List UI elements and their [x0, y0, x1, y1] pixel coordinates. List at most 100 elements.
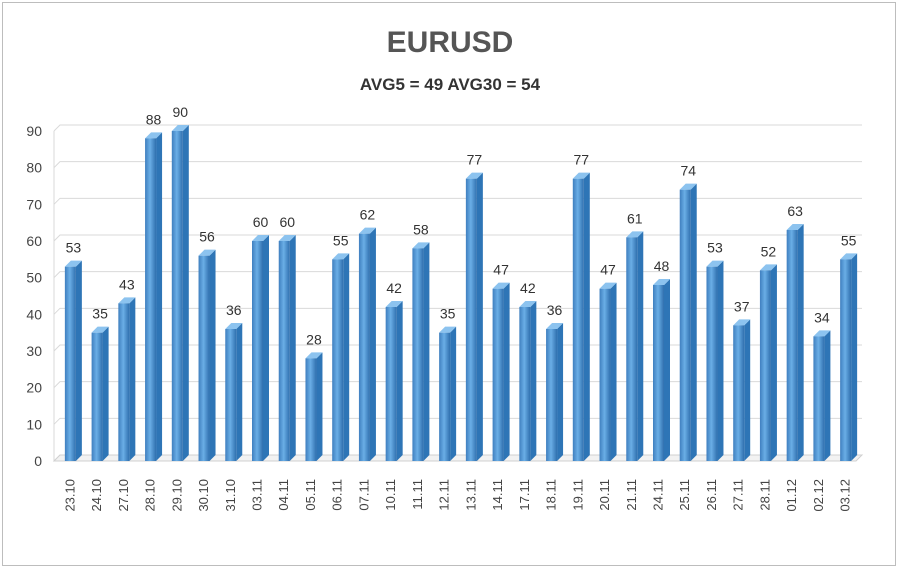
bar [626, 231, 644, 461]
bar-front [733, 325, 745, 461]
bar-front [840, 259, 852, 461]
bar-side [744, 319, 751, 461]
bar-side [423, 242, 430, 461]
x-tick-label: 13.11 [463, 479, 478, 511]
x-tick-label: 27.11 [731, 479, 746, 511]
data-label: 48 [654, 258, 670, 274]
bar-top [492, 282, 510, 289]
data-label: 55 [841, 232, 857, 248]
data-label: 77 [467, 152, 483, 168]
gridlines [53, 124, 862, 462]
bar [599, 282, 617, 461]
bar-side [182, 125, 189, 461]
bar-top [278, 235, 296, 241]
bar-side [824, 330, 831, 461]
y-tick-label: 80 [26, 160, 42, 176]
bar-side [396, 301, 403, 461]
bar-top [840, 253, 858, 260]
data-label: 37 [734, 298, 750, 314]
data-label: 36 [226, 302, 242, 318]
bar-side [637, 231, 644, 461]
y-tick-label: 60 [26, 233, 42, 249]
bar [546, 323, 564, 461]
data-label: 35 [92, 306, 108, 322]
bar-top [412, 242, 430, 249]
bar-front [91, 332, 103, 461]
x-tick-label: 06.11 [330, 479, 345, 511]
x-tick-label: 21.11 [624, 479, 639, 511]
bar [733, 319, 751, 461]
bar-side [476, 172, 483, 461]
bar-side [316, 352, 323, 461]
x-tick-label: 24.10 [89, 479, 104, 512]
data-label: 47 [600, 262, 616, 278]
bar [519, 301, 537, 461]
bar-front [759, 270, 771, 461]
bar [840, 253, 858, 461]
bar-top [332, 253, 350, 260]
bar-side [75, 260, 82, 461]
x-tick-label: 29.10 [169, 479, 184, 512]
bar-side [129, 297, 136, 461]
bar-top [733, 319, 751, 326]
y-tick-label: 40 [26, 306, 42, 322]
bar-side [289, 235, 296, 461]
bar-front [599, 288, 611, 461]
bar-front [305, 358, 317, 461]
data-label: 63 [787, 203, 803, 219]
data-label: 36 [547, 302, 563, 318]
bar-side [610, 282, 617, 461]
data-label: 34 [814, 309, 830, 325]
bar [572, 172, 590, 461]
bar-top [385, 301, 403, 307]
y-tick-label: 30 [26, 343, 42, 359]
bar-front [358, 233, 370, 461]
bar-side [156, 132, 163, 462]
bar [225, 323, 243, 461]
bar-top [813, 330, 831, 337]
x-tick-label: 25.11 [677, 479, 692, 511]
bar-front [252, 241, 263, 461]
y-tick-label: 10 [26, 416, 42, 432]
data-label: 53 [707, 240, 723, 256]
y-tick-label: 50 [26, 270, 42, 286]
bar [706, 260, 724, 461]
gridline [53, 234, 862, 242]
bar-side [557, 323, 564, 461]
gridline [53, 344, 862, 352]
x-tick-label: 07.11 [356, 479, 371, 511]
bar-side [690, 183, 697, 461]
x-tick-label: 24.11 [651, 479, 666, 511]
bar-top [118, 297, 136, 304]
bar-side [717, 260, 724, 461]
bar-top [572, 172, 590, 179]
data-label: 42 [520, 280, 536, 296]
data-label: 88 [146, 111, 162, 127]
y-tick-label: 20 [26, 380, 42, 396]
bar-front [171, 131, 183, 461]
gridline [53, 271, 862, 279]
bar [385, 301, 403, 461]
data-label: 61 [627, 210, 643, 226]
data-label: 28 [306, 331, 322, 347]
x-tick-label: 03.12 [838, 479, 853, 512]
bar-top [305, 352, 323, 359]
bar [492, 282, 510, 461]
gridline [53, 381, 862, 389]
data-label: 62 [360, 207, 376, 223]
x-tick-label: 04.11 [276, 479, 291, 511]
bar-side [236, 323, 243, 461]
data-label: 56 [199, 229, 215, 245]
bar-front [519, 307, 531, 461]
data-label: 47 [493, 262, 509, 278]
bar [412, 242, 430, 461]
bar-top [91, 326, 109, 333]
x-tick-label: 18.11 [544, 479, 559, 511]
bar-side [797, 224, 804, 461]
chart-title: EURUSD [386, 26, 514, 59]
bar [759, 264, 777, 461]
bar-front [64, 266, 76, 461]
bar [171, 125, 189, 461]
bar-front [198, 255, 210, 461]
